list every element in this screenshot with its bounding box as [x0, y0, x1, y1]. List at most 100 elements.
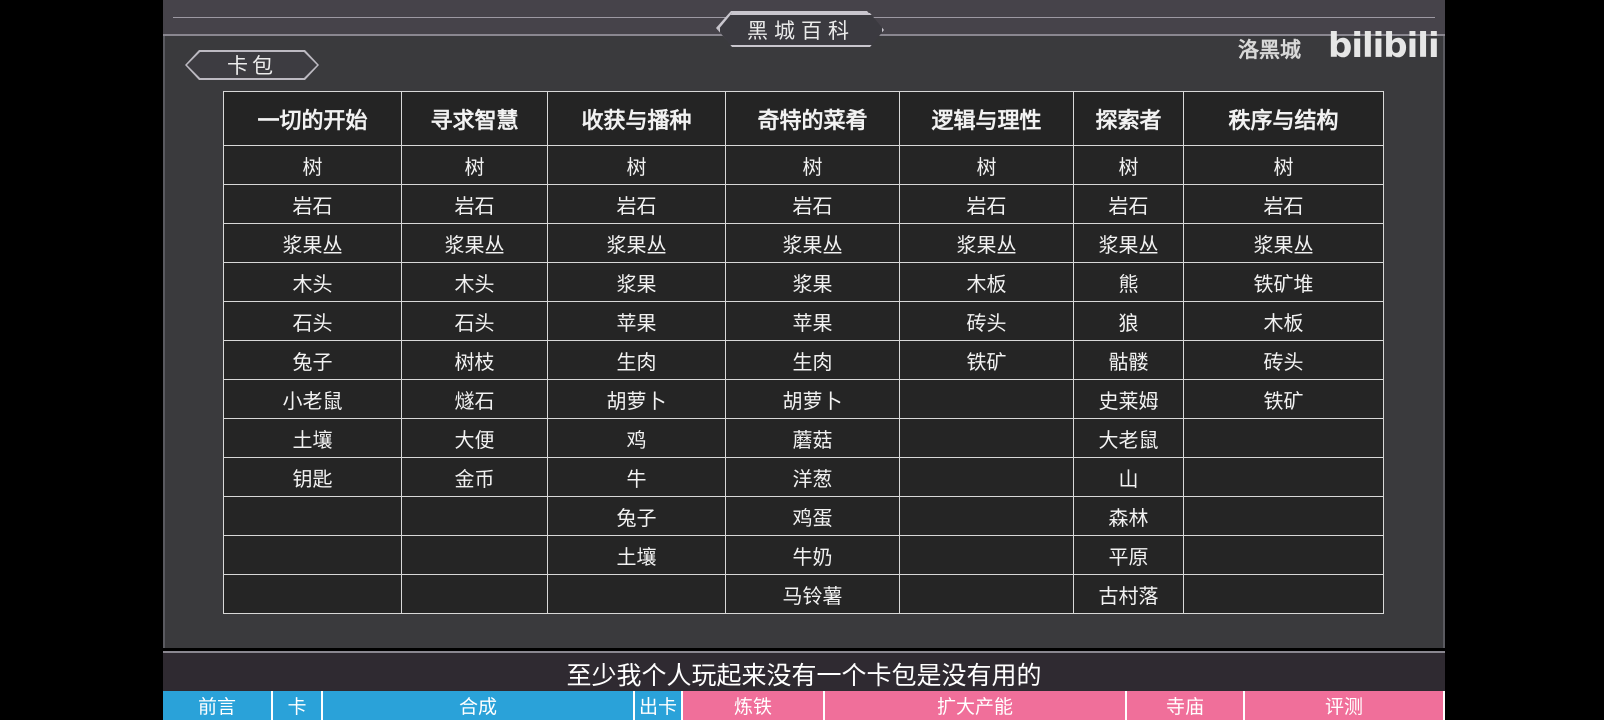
chapter-segment[interactable]: 前言: [163, 691, 273, 720]
table-cell: 木板: [1183, 301, 1384, 341]
chapter-segment[interactable]: 寺庙: [1127, 691, 1245, 720]
table-cell: [899, 574, 1074, 614]
channel-brand: 洛黑城: [1238, 38, 1301, 62]
table-cell: 苹果: [725, 301, 900, 341]
table-cell: [899, 457, 1074, 497]
table-cell: 浆果丛: [547, 223, 726, 263]
table-cell: 树: [899, 145, 1074, 185]
table-cell: 钥匙: [223, 457, 402, 497]
column-header: 奇特的菜肴: [725, 91, 900, 146]
table-cell: [223, 496, 402, 536]
table-cell: 苹果: [547, 301, 726, 341]
chapter-progress-bar[interactable]: 前言卡合成 出卡 炼铁 扩大产能 寺庙 评测: [163, 691, 1445, 720]
table-row: 兔子 树枝 生肉 生肉 铁矿 骷髅 砖头: [223, 340, 1384, 380]
table-cell: 狼: [1073, 301, 1184, 341]
table-cell: 铁矿: [899, 340, 1074, 380]
column-header: 一切的开始: [223, 91, 402, 146]
table-row: 钥匙 金币牛洋葱 山: [223, 457, 1384, 497]
video-subtitle: 至少我个人玩起来没有一个卡包是没有用的: [566, 661, 1042, 690]
column-header: 收获与播种: [547, 91, 726, 146]
table-cell: 大便: [401, 418, 548, 458]
chapter-segment[interactable]: 评测: [1245, 691, 1445, 720]
table-row: 岩石 岩石 岩石 岩石 岩石 岩石 岩石: [223, 184, 1384, 224]
table-row: 土壤 大便鸡蘑菇 大老鼠: [223, 418, 1384, 458]
table-cell: 牛: [547, 457, 726, 497]
table-cell: 大老鼠: [1073, 418, 1184, 458]
bilibili-logo: bilibili: [1328, 26, 1440, 66]
table-cell: 浆果丛: [725, 223, 900, 263]
table-cell: 史莱姆: [1073, 379, 1184, 419]
table-cell: 树: [547, 145, 726, 185]
table-cell: 鸡: [547, 418, 726, 458]
table-cell: [401, 574, 548, 614]
table-cell: [223, 574, 402, 614]
chapter-segment[interactable]: 合成: [323, 691, 635, 720]
table-cell: 树: [401, 145, 548, 185]
subtitle-bar: [163, 651, 1445, 693]
table-cell: 木头: [401, 262, 548, 302]
table-row: 土壤 牛奶 平原: [223, 535, 1384, 575]
table-cell: 浆果丛: [1183, 223, 1384, 263]
table-cell: 浆果丛: [1073, 223, 1184, 263]
table-cell: 砖头: [1183, 340, 1384, 380]
column-header: 探索者: [1073, 91, 1184, 146]
table-cell: 砖头: [899, 301, 1074, 341]
table-cell: [899, 535, 1074, 575]
table-cell: [899, 379, 1074, 419]
chapter-segment[interactable]: 扩大产能: [825, 691, 1127, 720]
chapter-segment[interactable]: 炼铁: [683, 691, 825, 720]
table-cell: [899, 418, 1074, 458]
table-cell: 森林: [1073, 496, 1184, 536]
table-cell: 树: [1073, 145, 1184, 185]
table-row: 兔子 鸡蛋 森林: [223, 496, 1384, 536]
table-row: 浆果丛 浆果丛 浆果丛 浆果丛 浆果丛 浆果丛 浆果丛: [223, 223, 1384, 263]
table-cell: 兔子: [547, 496, 726, 536]
table-cell: 骷髅: [1073, 340, 1184, 380]
table-cell: [1183, 535, 1384, 575]
chapter-segment[interactable]: 卡: [273, 691, 323, 720]
table-body: 树树树树树树树岩石 岩石 岩石 岩石 岩石 岩石 岩石 浆果丛 浆果丛 浆果丛 浆果丛 浆果丛 浆果丛浆…: [223, 145, 1384, 614]
table-cell: [1183, 574, 1384, 614]
table-cell: [1183, 418, 1384, 458]
table-cell: 木头: [223, 262, 402, 302]
table-cell: 岩石: [223, 184, 402, 224]
page-title: 黑城百科: [718, 13, 884, 47]
table-cell: 土壤: [547, 535, 726, 575]
table-cell: 树枝: [401, 340, 548, 380]
table-cell: 树: [1183, 145, 1384, 185]
table-header-row: 一切的开始 寻求智慧 收获与播种 奇特的菜肴 逻辑与理性 探索者 秩序与结构: [223, 91, 1384, 146]
table-cell: 浆果: [725, 262, 900, 302]
table-cell: 岩石: [899, 184, 1074, 224]
table-row: 马铃薯 古村落: [223, 574, 1384, 614]
table-cell: 牛奶: [725, 535, 900, 575]
table-cell: 古村落: [1073, 574, 1184, 614]
table-cell: [1183, 457, 1384, 497]
table-cell: [899, 496, 1074, 536]
table-cell: 石头: [401, 301, 548, 341]
table-cell: [1183, 496, 1384, 536]
card-pack-table: 一切的开始 寻求智慧 收获与播种 奇特的菜肴 逻辑与理性 探索者 秩序与结构 树树树树树树树…: [223, 91, 1384, 614]
table-cell: 小老鼠: [223, 379, 402, 419]
table-cell: 浆果丛: [223, 223, 402, 263]
table-cell: 生肉: [725, 340, 900, 380]
table-row: 树树树树树树树: [223, 145, 1384, 185]
table-cell: 石头: [223, 301, 402, 341]
table-row: 石头 石头 苹果 苹果 砖头狼木板: [223, 301, 1384, 341]
section-tag: 卡包: [187, 52, 317, 78]
table-cell: 岩石: [725, 184, 900, 224]
table-cell: 洋葱: [725, 457, 900, 497]
table-cell: 熊: [1073, 262, 1184, 302]
table-cell: 木板: [899, 262, 1074, 302]
table-cell: 胡萝卜: [725, 379, 900, 419]
table-cell: 马铃薯: [725, 574, 900, 614]
table-cell: 岩石: [1183, 184, 1384, 224]
table-cell: 铁矿堆: [1183, 262, 1384, 302]
table-cell: 兔子: [223, 340, 402, 380]
table-cell: 蘑菇: [725, 418, 900, 458]
table-cell: 胡萝卜: [547, 379, 726, 419]
table-cell: 金币: [401, 457, 548, 497]
chapter-segment[interactable]: 出卡: [635, 691, 683, 720]
table-cell: 生肉: [547, 340, 726, 380]
table-cell: 浆果: [547, 262, 726, 302]
table-cell: 土壤: [223, 418, 402, 458]
